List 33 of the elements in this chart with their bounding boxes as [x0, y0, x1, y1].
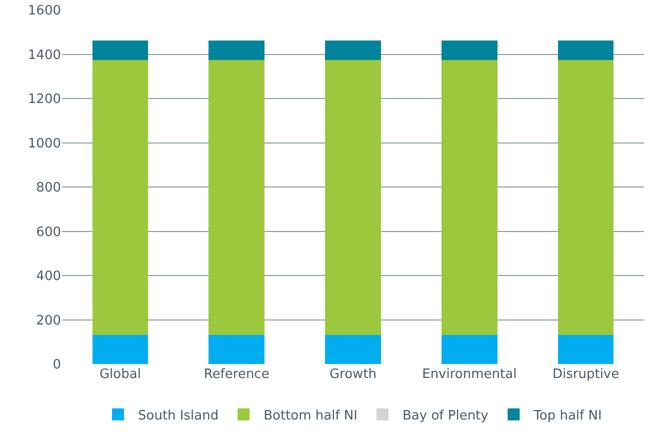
x-tick-label: Growth: [329, 367, 377, 382]
y-tick-label: 1400: [28, 48, 61, 63]
y-tick-label: 1200: [28, 92, 61, 108]
x-tick-label: Disruptive: [552, 367, 620, 382]
bar: [558, 335, 614, 364]
legend-label: South Island: [138, 408, 219, 424]
x-tick-label: Reference: [204, 367, 270, 382]
bar: [558, 60, 614, 336]
x-tick-label: Environmental: [422, 367, 517, 382]
bar: [208, 40, 265, 60]
y-tick-label: 400: [36, 269, 61, 284]
bar: [92, 60, 148, 336]
y-tick-label: 600: [36, 224, 61, 240]
x-tick-label: Global: [99, 367, 141, 382]
y-tick-label: 800: [36, 180, 61, 196]
bar: [325, 335, 381, 364]
bar: [208, 335, 265, 364]
bar: [208, 60, 265, 336]
bar: [92, 335, 148, 364]
bar: [441, 40, 498, 60]
bar: [325, 60, 381, 336]
bar: [441, 60, 498, 336]
bar: [441, 335, 498, 364]
bar: [92, 40, 148, 60]
y-tick-label: 1600: [28, 4, 61, 19]
legend-label: Bay of Plenty: [402, 408, 489, 424]
y-tick-label: 200: [36, 313, 61, 328]
legend-label: Top half NI: [532, 408, 602, 424]
y-tick-label: 1000: [28, 136, 61, 152]
legend-label: Bottom half NI: [264, 408, 358, 424]
bar: [325, 40, 381, 60]
bar: [558, 40, 614, 60]
y-tick-label: 0: [52, 358, 61, 373]
